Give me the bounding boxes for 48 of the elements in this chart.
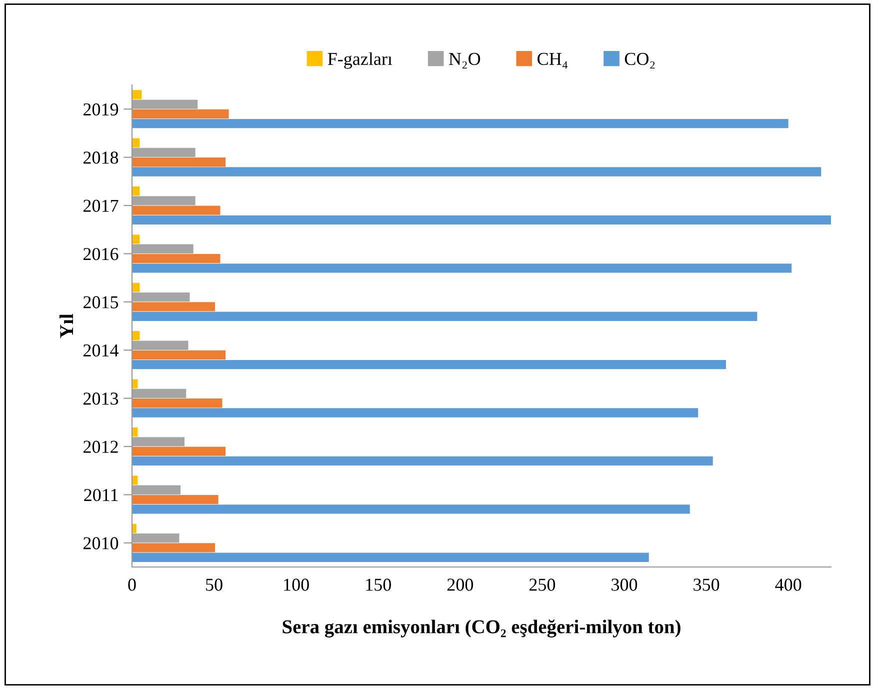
bar bbox=[132, 254, 220, 264]
bar bbox=[132, 264, 792, 273]
x-tick-label: 50 bbox=[206, 578, 222, 591]
bar bbox=[132, 360, 726, 370]
y-tick-label: 2018 bbox=[83, 152, 118, 164]
legend-label: F-gazları bbox=[328, 52, 392, 69]
x-tick-label: 250 bbox=[529, 578, 556, 591]
y-tick-label: 2015 bbox=[83, 296, 118, 308]
bar bbox=[132, 543, 216, 552]
x-tick-label: 300 bbox=[612, 578, 638, 591]
legend-label: CO₂ bbox=[624, 52, 655, 69]
x-tick-label: 400 bbox=[775, 578, 802, 591]
x-tick-label: 350 bbox=[694, 578, 720, 591]
bar bbox=[132, 312, 758, 321]
legend-label: N₂O bbox=[448, 52, 480, 69]
x-axis-title: Sera gazı emisyonları (CO₂ eşdeğeri-milyon ton) bbox=[282, 619, 680, 638]
bar bbox=[132, 476, 138, 485]
bar bbox=[132, 215, 831, 225]
bar bbox=[132, 446, 226, 456]
bar bbox=[132, 302, 216, 312]
bar bbox=[132, 408, 698, 418]
x-tick-label: 0 bbox=[128, 578, 136, 591]
y-axis-title: Yıl bbox=[60, 314, 73, 338]
y-tick-label: 2010 bbox=[83, 537, 118, 550]
y-tick-label: 2017 bbox=[83, 200, 118, 212]
y-tick-label: 2016 bbox=[83, 248, 118, 260]
bar bbox=[132, 456, 713, 466]
bar bbox=[132, 494, 218, 504]
bar bbox=[132, 398, 222, 408]
y-tick-label: 2014 bbox=[83, 344, 119, 357]
bar bbox=[132, 350, 226, 360]
bar bbox=[132, 109, 229, 118]
legend-label: CH₄ bbox=[538, 52, 568, 69]
x-tick-label: 100 bbox=[284, 578, 309, 591]
bar bbox=[132, 118, 788, 128]
bar bbox=[132, 504, 690, 514]
bar bbox=[132, 552, 649, 562]
bar bbox=[132, 234, 140, 244]
y-tick-label: 2013 bbox=[83, 392, 118, 405]
bar bbox=[132, 90, 142, 100]
y-tick-label: 2011 bbox=[84, 488, 118, 502]
y-tick-label: 2012 bbox=[83, 440, 118, 453]
y-tick-label: 2019 bbox=[83, 103, 118, 116]
bar bbox=[132, 167, 822, 176]
bar bbox=[132, 206, 220, 215]
bar bbox=[132, 158, 226, 167]
x-tick-label: 200 bbox=[447, 578, 474, 591]
x-tick-label: 150 bbox=[366, 578, 391, 591]
